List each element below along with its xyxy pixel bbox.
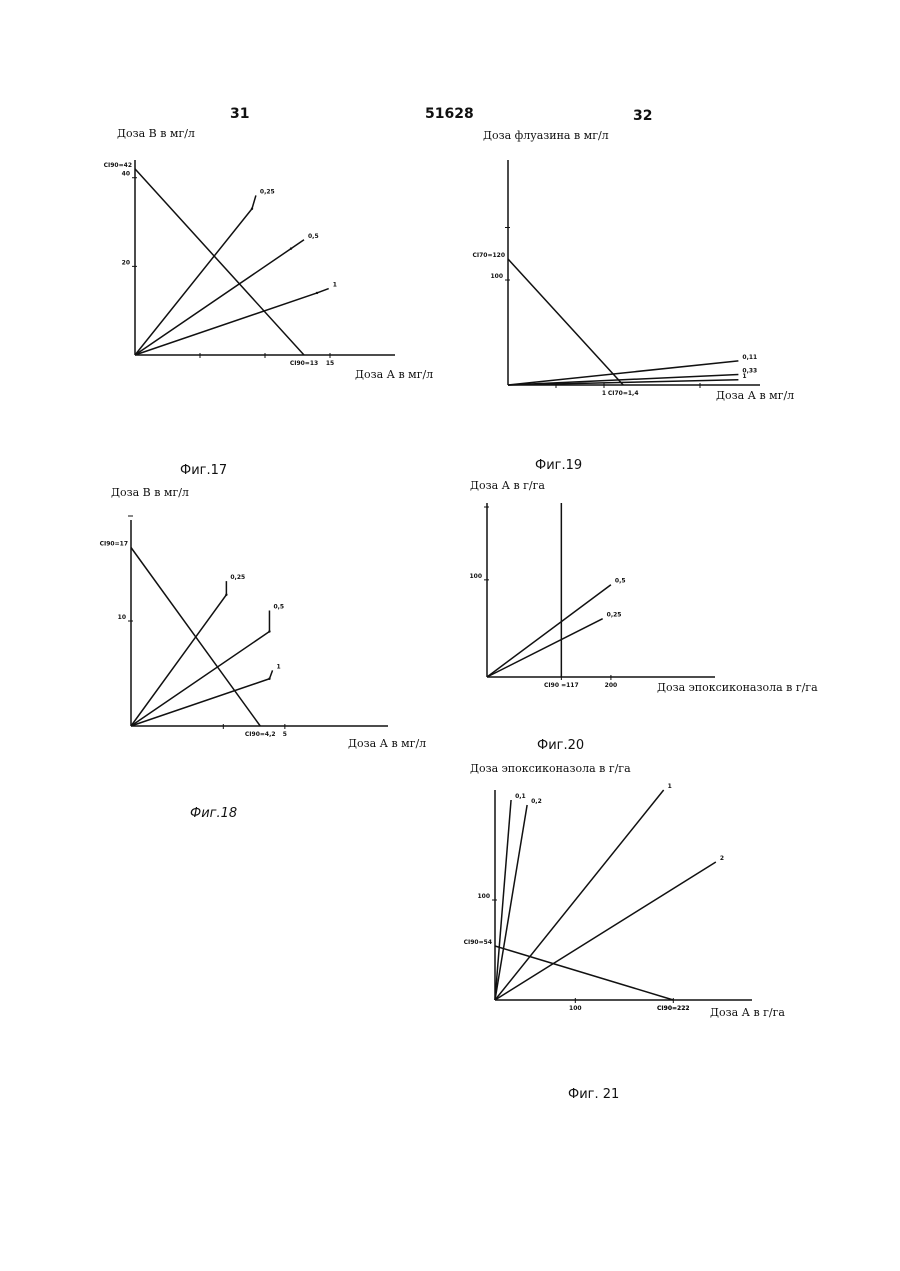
fig21-series-label-0: 0,1: [515, 793, 526, 800]
fig21-x-tick-label-0: 100: [569, 1005, 582, 1012]
fig21-series-line-2: [495, 790, 664, 1000]
fig21-series-line-0: [495, 800, 511, 1000]
fig21-series-label-1: 0,2: [531, 798, 542, 805]
fig21-series-label-2: 1: [668, 783, 672, 790]
fig21-isobole-line: [495, 946, 673, 1000]
fig21-caption: Фиг. 21: [568, 1087, 619, 1102]
fig21-y-tick-label-0: 100: [477, 893, 490, 900]
fig21-series-label-3: 2: [720, 855, 724, 862]
fig21-isobole-y-label: CI90=54: [464, 939, 492, 946]
fig21-series-line-1: [495, 805, 527, 1000]
fig21-isobole-x-label: CI90=222: [657, 1005, 690, 1012]
